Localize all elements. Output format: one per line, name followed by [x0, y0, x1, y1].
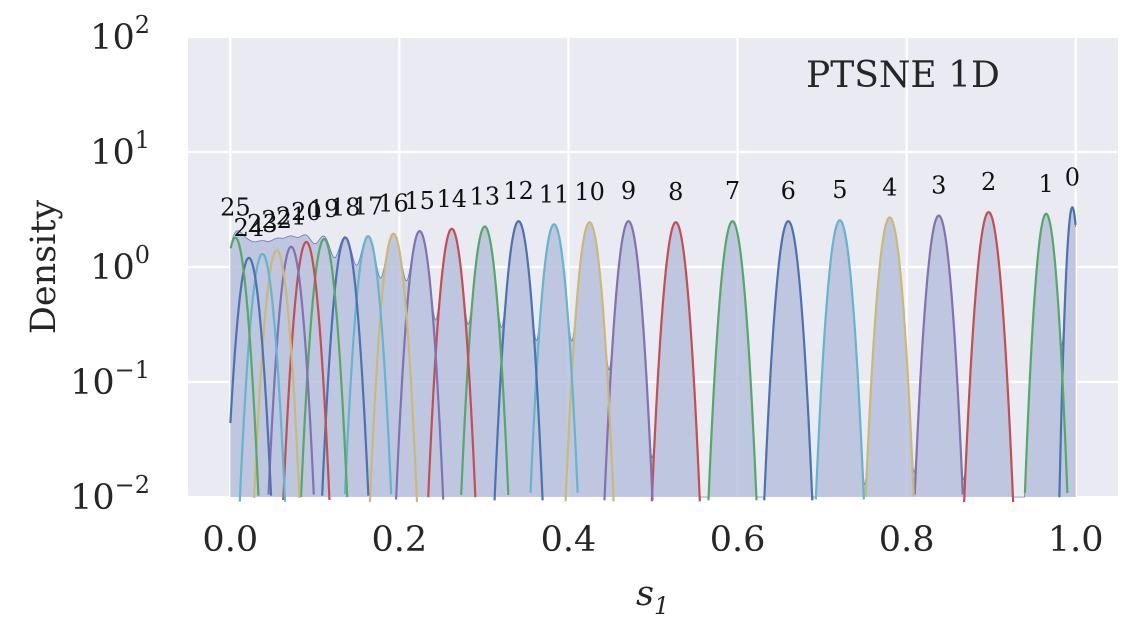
x-tick-label: 0.8	[879, 520, 935, 560]
peak-label-8: 8	[668, 178, 683, 206]
y-tick-label: 10−2	[70, 471, 150, 518]
peak-label-23: 23	[247, 210, 278, 238]
component-curve-24	[229, 256, 273, 496]
peak-label-3: 3	[931, 172, 946, 200]
peak-label-14: 14	[437, 185, 468, 213]
component-curve-8	[650, 221, 701, 502]
y-tick-base: 10	[90, 133, 135, 173]
peak-label-7: 7	[725, 177, 740, 205]
peak-label-9: 9	[621, 177, 636, 205]
peak-label-1: 1	[1038, 170, 1053, 198]
y-tick-exponent: 1	[135, 126, 150, 154]
component-curve-7	[707, 220, 758, 501]
y-tick-exponent: −1	[115, 356, 150, 384]
peak-label-16: 16	[378, 190, 409, 218]
peak-label-21: 21	[276, 203, 307, 231]
x-axis-label-main: s	[636, 574, 654, 614]
x-axis-ticks: 0.0 0.2 0.4 0.6 0.8 1.0	[202, 520, 1103, 560]
y-tick-exponent: 0	[135, 241, 150, 269]
y-tick-base: 10	[70, 363, 115, 403]
peak-label-19: 19	[309, 195, 340, 223]
peak-label-22: 22	[261, 206, 292, 234]
component-curve-1	[1023, 212, 1069, 493]
peak-label-15: 15	[404, 187, 435, 215]
x-tick-label: 0.2	[372, 520, 428, 560]
y-tick-base: 10	[70, 478, 115, 518]
peak-label-20: 20	[291, 198, 322, 226]
y-tick-label: 10−1	[70, 356, 150, 403]
component-curve-19	[299, 237, 349, 498]
y-tick-base: 10	[90, 248, 135, 288]
peak-label-17: 17	[353, 192, 384, 220]
peak-label-2: 2	[981, 168, 996, 196]
x-tick-label: 0.4	[541, 520, 597, 560]
peak-label-24: 24	[234, 214, 265, 242]
x-tick-label: 0.6	[710, 520, 766, 560]
chart-title: PTSNE 1D	[806, 55, 1000, 96]
component-curve-9	[603, 220, 654, 501]
component-curve-11	[529, 223, 579, 493]
component-curve-15	[394, 230, 445, 500]
component-curve-3	[913, 214, 964, 495]
peak-label-13: 13	[469, 183, 500, 211]
peak-label-4: 4	[882, 173, 897, 201]
peak-label-12: 12	[503, 177, 534, 205]
x-axis-label: s1	[636, 574, 669, 620]
component-curve-5	[814, 219, 865, 500]
component-curve-13	[460, 225, 510, 495]
y-tick-label: 101	[90, 126, 150, 173]
component-curve-6	[763, 220, 814, 501]
peak-label-10: 10	[574, 178, 605, 206]
component-curve-4	[864, 216, 915, 497]
y-tick-label: 100	[90, 241, 150, 288]
peak-labels: 0123456789101112131415161718192021222324…	[220, 163, 1080, 242]
y-tick-exponent: 2	[135, 11, 150, 39]
component-curve-10	[564, 221, 615, 502]
component-curve-17	[343, 235, 393, 495]
component-curve-22	[253, 249, 301, 499]
x-axis-label-subscript: 1	[654, 592, 669, 620]
peak-label-25: 25	[220, 194, 251, 222]
component-curves	[229, 206, 1077, 503]
component-curve-18	[321, 236, 370, 496]
component-curve-16	[368, 232, 419, 503]
peak-label-11: 11	[539, 180, 570, 208]
y-tick-exponent: −2	[115, 471, 150, 499]
y-tick-base: 10	[90, 18, 135, 58]
y-tick-label: 102	[90, 11, 150, 58]
component-curve-2	[963, 211, 1015, 503]
component-curve-12	[493, 220, 544, 501]
y-axis-label: Density	[24, 200, 64, 335]
peak-label-18: 18	[330, 194, 361, 222]
x-tick-label: 1.0	[1048, 520, 1104, 560]
component-curve-23	[238, 252, 287, 502]
peak-label-0: 0	[1065, 163, 1080, 191]
peak-label-6: 6	[781, 177, 796, 205]
component-curve-25	[229, 236, 260, 496]
peak-label-5: 5	[832, 176, 847, 204]
x-tick-label: 0.0	[202, 520, 258, 560]
